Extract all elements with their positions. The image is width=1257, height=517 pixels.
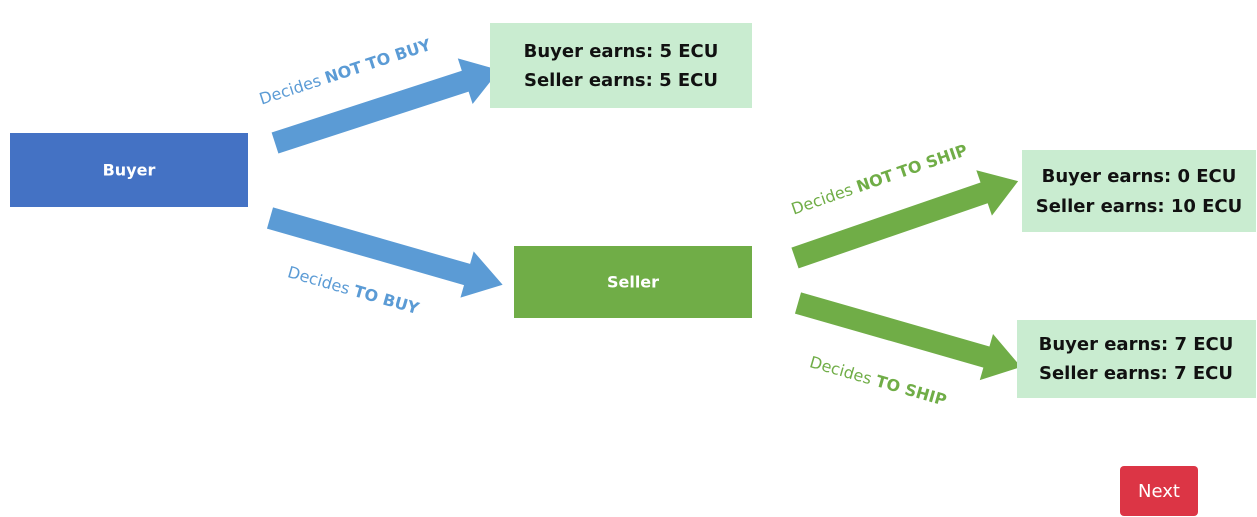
arrow [794, 292, 1022, 381]
outcome-box [490, 23, 752, 108]
edge-label: Decides TO BUY [286, 262, 422, 318]
edge-prefix: Decides [789, 179, 855, 218]
outcome-box [1022, 150, 1256, 232]
outcome-box [1017, 320, 1256, 398]
edge-action: NOT TO BUY [322, 35, 433, 87]
outcome-line: Seller earns: 5 ECU [524, 70, 718, 91]
next-button[interactable]: Next [1120, 466, 1198, 516]
outcome-line: Buyer earns: 7 ECU [1039, 334, 1234, 355]
arrow [271, 58, 500, 154]
edge-label: Decides TO SHIP [808, 352, 950, 409]
outcome-line: Buyer earns: 0 ECU [1042, 166, 1237, 187]
buyer-node [10, 133, 248, 207]
seller-node [514, 246, 752, 318]
node-label: Seller [607, 273, 659, 292]
edge-prefix: Decides [808, 352, 875, 388]
node-label: Buyer [103, 161, 156, 180]
edge-prefix: Decides [286, 262, 353, 298]
edge-prefix: Decides [257, 70, 324, 108]
outcome-line: Buyer earns: 5 ECU [524, 41, 719, 62]
edge-action: TO BUY [352, 281, 422, 318]
outcome-line: Seller earns: 10 ECU [1036, 196, 1243, 217]
outcome-line: Seller earns: 7 ECU [1039, 363, 1233, 384]
edge-action: NOT TO SHIP [854, 140, 970, 196]
edge-action: TO SHIP [874, 371, 949, 409]
arrow [266, 207, 503, 298]
arrow [791, 170, 1019, 269]
